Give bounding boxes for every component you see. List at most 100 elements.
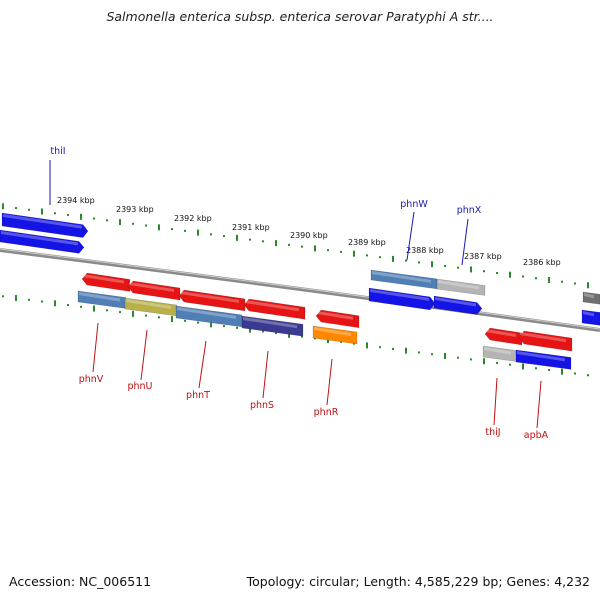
gene-arrow (433, 295, 483, 315)
gene-label-line (262, 350, 269, 399)
gene-label-line (92, 322, 99, 373)
ruler-tick (93, 305, 95, 312)
gene-highlight (486, 329, 516, 337)
gene-arrow (436, 278, 486, 296)
gene-label-line (493, 377, 498, 426)
gene-arrow (515, 349, 572, 370)
ruler-tick (535, 367, 537, 370)
ruler-tick (431, 353, 433, 356)
gene-label-phnu: phnU (127, 381, 152, 392)
ruler-label: 2391 kbp (232, 223, 270, 232)
gene-arrow (518, 330, 573, 352)
ruler-tick (379, 256, 381, 259)
ruler-tick (457, 266, 459, 269)
gene-arrow (81, 272, 131, 292)
gene-highlight (520, 332, 566, 343)
gene-label-line (198, 340, 207, 389)
ruler-tick (275, 332, 277, 335)
gene-highlight (177, 307, 236, 319)
gene-highlight (3, 214, 82, 229)
ruler-tick (509, 363, 511, 366)
gene-label-phnx: phnX (457, 205, 482, 216)
gene-highlight (583, 311, 594, 317)
gene-highlight (245, 300, 299, 312)
ruler-tick (223, 325, 225, 328)
ruler-tick (262, 330, 264, 333)
ruler-tick (288, 331, 290, 338)
ruler-tick (431, 261, 433, 268)
ruler-tick (483, 270, 485, 273)
gene-label-line (326, 358, 333, 406)
gene-label-phnv: phnV (79, 374, 104, 385)
ruler-tick (210, 233, 212, 236)
ruler-dots-bottom (2, 295, 589, 377)
ruler-tick (561, 280, 563, 283)
gene-highlight (372, 271, 431, 283)
gene-arrow (315, 309, 360, 329)
ruler-tick (158, 316, 160, 319)
ruler-tick (457, 356, 459, 359)
ruler-tick (535, 277, 537, 280)
gene-highlight (79, 292, 120, 302)
backbone-highlight (0, 248, 600, 330)
ruler-tick (106, 309, 108, 312)
gene-arrow (0, 229, 85, 254)
ruler-tick (145, 314, 147, 317)
ruler-tick (80, 213, 82, 220)
ruler-tick (392, 347, 394, 350)
gene-label-thii: thiI (50, 146, 65, 157)
gene-label-line (406, 211, 415, 261)
backbone-line (0, 248, 600, 332)
ruler-tick (366, 254, 368, 257)
gene-arrow (312, 325, 358, 345)
label-lines (49, 160, 542, 429)
ruler-label: 2393 kbp (116, 205, 154, 214)
gene-label-phns: phnS (250, 400, 274, 411)
ruler-tick (15, 295, 17, 302)
gene-arrow (484, 327, 523, 346)
gene-highlight (1, 231, 78, 246)
ruler-tick (522, 363, 524, 370)
ruler-tick (197, 321, 199, 324)
ruler-tick (54, 212, 56, 215)
ruler-tick (2, 203, 4, 210)
ruler-tick (418, 261, 420, 264)
ruler-tick (366, 342, 368, 349)
gene-highlight (584, 293, 594, 299)
ruler-tick (522, 275, 524, 278)
ruler-tick (262, 240, 264, 243)
ruler-label: 2394 kbp (57, 196, 95, 205)
gene-label-line (461, 218, 469, 266)
ruler-tick (587, 282, 589, 289)
ruler-tick (249, 238, 251, 241)
gene-labels: thiI phnW phnX phnV phnU phnT phnS phnR thiJ apbA (50, 146, 548, 441)
ruler-tick (15, 207, 17, 210)
ruler-tick (340, 340, 342, 343)
ruler-tick (2, 295, 4, 298)
ruler-tick (93, 217, 95, 220)
ruler-tick (444, 264, 446, 267)
ruler-tick (444, 352, 446, 359)
gene-highlight (314, 327, 351, 336)
ruler-tick (314, 337, 316, 340)
ruler-label: 2392 kbp (174, 214, 212, 223)
ruler-tick (509, 271, 511, 278)
ruler-tick (236, 326, 238, 329)
ruler-tick (314, 245, 316, 252)
ruler-tick (67, 214, 69, 217)
gene-label-phnt: phnT (186, 390, 210, 401)
gene-label-line (536, 380, 542, 429)
ruler-tick (483, 358, 485, 365)
ruler-tick (340, 250, 342, 253)
ruler-tick (171, 228, 173, 231)
ruler-tick (67, 304, 69, 307)
gene-arrow (178, 289, 246, 312)
gene-label-thij: thiJ (485, 427, 500, 438)
ruler-dots-top (2, 203, 589, 289)
ruler-tick (145, 224, 147, 227)
ruler-tick (158, 224, 160, 231)
accession-text: Accession: NC_006511 (9, 574, 152, 589)
gene-highlight (317, 311, 353, 320)
ruler-tick (249, 326, 251, 333)
